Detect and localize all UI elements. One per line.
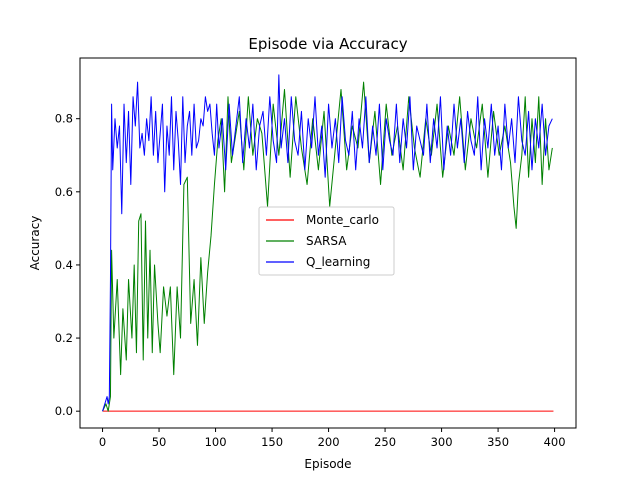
x-tick-label: 300	[431, 435, 453, 449]
legend: Monte_carlo SARSA Q_learning	[258, 206, 395, 276]
y-tick-label: 0.4	[55, 258, 73, 272]
legend-label-monte-carlo: Monte_carlo	[306, 213, 379, 227]
x-axis-ticks: 0 50 100 150 200 250 300 350 400	[99, 428, 566, 449]
legend-label-q-learning: Q_learning	[306, 255, 370, 269]
x-axis-label: Episode	[304, 457, 351, 471]
series-line-sarsa	[102, 81, 553, 412]
legend-box	[258, 206, 395, 276]
x-tick-label: 0	[99, 435, 106, 449]
x-tick-label: 400	[544, 435, 566, 449]
chart-title: Episode via Accuracy	[248, 35, 407, 53]
x-tick-label: 150	[261, 435, 283, 449]
legend-label-sarsa: SARSA	[306, 234, 347, 248]
series-line-q-learning	[102, 74, 553, 412]
x-tick-label: 250	[374, 435, 396, 449]
x-tick-label: 350	[487, 435, 509, 449]
y-tick-label: 0.6	[55, 185, 73, 199]
x-tick-label: 100	[205, 435, 227, 449]
plot-lines	[102, 74, 554, 412]
y-tick-label: 0.2	[55, 331, 73, 345]
y-tick-label: 0.0	[55, 404, 73, 418]
y-axis-ticks: 0.0 0.2 0.4 0.6 0.8	[55, 112, 80, 418]
plot-frame	[79, 57, 577, 429]
y-tick-label: 0.8	[55, 112, 73, 126]
x-tick-label: 50	[152, 435, 167, 449]
x-tick-label: 200	[318, 435, 340, 449]
y-axis-label: Accuracy	[28, 216, 42, 271]
